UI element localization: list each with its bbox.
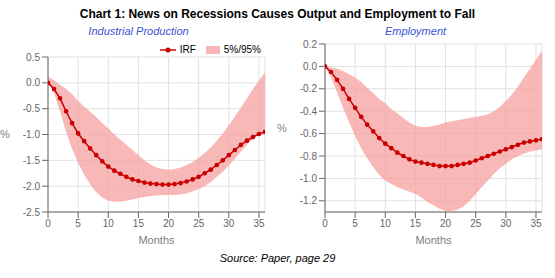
svg-text:-1.0: -1.0 <box>23 129 41 140</box>
html-text:Chart 1: News on Recessions Ca: Chart 1: News on Recessions Causes Outpu… <box>79 7 476 21</box>
svg-text:0: 0 <box>45 218 51 229</box>
svg-text:25: 25 <box>470 218 482 229</box>
html-text:5%/95%: 5%/95% <box>223 44 261 55</box>
svg-text:-0.2: -0.2 <box>300 83 318 94</box>
svg-text:-2.5: -2.5 <box>23 207 41 218</box>
svg-text:-2.0: -2.0 <box>23 181 41 192</box>
svg-text:10: 10 <box>380 218 392 229</box>
svg-text:Months: Months <box>415 234 452 246</box>
svg-text:-1.5: -1.5 <box>23 155 41 166</box>
html-text:Industrial Production: Industrial Production <box>88 25 189 37</box>
svg-text:0.2: 0.2 <box>303 39 317 50</box>
svg-text:-1.0: -1.0 <box>300 173 318 184</box>
svg-text:-0.6: -0.6 <box>300 128 318 139</box>
svg-text:20: 20 <box>440 218 452 229</box>
svg-text:15: 15 <box>133 218 145 229</box>
svg-text:-0.8: -0.8 <box>300 151 318 162</box>
svg-text:Months: Months <box>138 234 175 246</box>
svg-text:-0.5: -0.5 <box>23 103 41 114</box>
svg-text:30: 30 <box>223 218 235 229</box>
svg-text:30: 30 <box>500 218 512 229</box>
svg-text:0.0: 0.0 <box>26 77 40 88</box>
svg-text:0.5: 0.5 <box>26 52 40 63</box>
svg-text:15: 15 <box>410 218 422 229</box>
svg-text:35: 35 <box>253 218 265 229</box>
svg-text:0: 0 <box>322 218 328 229</box>
svg-text:25: 25 <box>193 218 205 229</box>
svg-text:10: 10 <box>103 218 115 229</box>
svg-text:35: 35 <box>530 218 542 229</box>
html-text:Source: Paper, page 29: Source: Paper, page 29 <box>219 252 336 264</box>
svg-text:%: % <box>8 128 10 140</box>
html-text:IRF: IRF <box>179 44 196 55</box>
html-text:Employment: Employment <box>384 25 447 37</box>
svg-text:%: % <box>277 122 287 134</box>
svg-text:20: 20 <box>163 218 175 229</box>
svg-text:5: 5 <box>352 218 358 229</box>
svg-text:-1.2: -1.2 <box>300 195 318 206</box>
svg-text:-0.4: -0.4 <box>300 106 318 117</box>
svg-text:0.0: 0.0 <box>303 61 317 72</box>
svg-text:5: 5 <box>75 218 81 229</box>
